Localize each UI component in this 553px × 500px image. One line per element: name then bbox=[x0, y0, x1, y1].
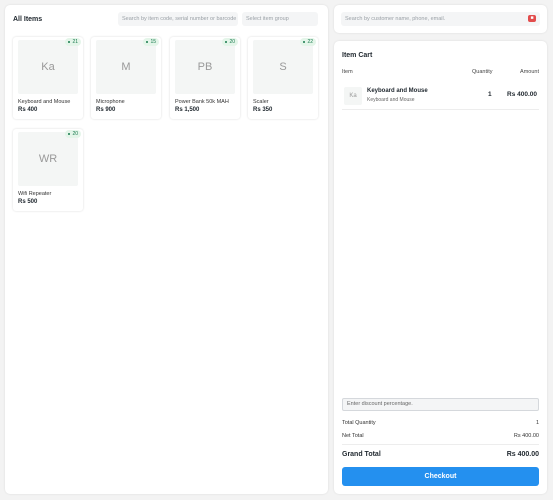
stock-qty: 21 bbox=[72, 39, 78, 45]
net-total-row: Net Total Rs 400.00 bbox=[342, 433, 539, 439]
stock-qty: 20 bbox=[72, 131, 78, 137]
item-abbr: S bbox=[279, 61, 287, 73]
item-abbr: WR bbox=[38, 153, 58, 165]
item-name: Wifi Repeater bbox=[18, 191, 52, 197]
cart-item-amount: Rs 400.00 bbox=[507, 91, 537, 98]
dot-icon bbox=[68, 132, 71, 135]
cart-item-quantity: 1 bbox=[488, 91, 492, 98]
cart-col-quantity: Quantity bbox=[472, 69, 493, 75]
item-price: Rs 500 bbox=[18, 199, 38, 205]
cart-col-item: Item bbox=[342, 69, 353, 75]
cart-col-amount: Amount bbox=[520, 69, 539, 75]
item-image-placeholder: S bbox=[253, 40, 313, 94]
item-card[interactable]: M 15 Microphone Rs 900 bbox=[91, 37, 161, 119]
item-name: Scaler bbox=[253, 99, 269, 105]
item-abbr: Ka bbox=[41, 61, 55, 73]
item-image-placeholder: Ka bbox=[18, 40, 78, 94]
add-customer-icon[interactable]: ■ bbox=[528, 15, 536, 22]
stock-badge: 21 bbox=[65, 38, 81, 46]
cart-item-image: Ka bbox=[344, 87, 362, 105]
customer-search-panel: Search by customer name, phone, email. ■ bbox=[334, 5, 547, 33]
total-quantity-value: 1 bbox=[535, 420, 539, 426]
item-abbr: M bbox=[121, 61, 131, 73]
cart-title: Item Cart bbox=[342, 52, 373, 59]
item-price: Rs 900 bbox=[96, 107, 116, 113]
item-group-select[interactable]: Select item group bbox=[242, 12, 318, 26]
customer-search-placeholder: Search by customer name, phone, email. bbox=[345, 16, 446, 22]
item-card[interactable]: S 22 Scaler Rs 350 bbox=[248, 37, 318, 119]
cart-item-description: Keyboard and Mouse bbox=[367, 97, 415, 103]
item-card[interactable]: Ka 21 Keyboard and Mouse Rs 400 bbox=[13, 37, 83, 119]
cart-item-abbr: Ka bbox=[349, 93, 357, 99]
grand-total-label: Grand Total bbox=[342, 451, 381, 458]
item-cart-panel: Item Cart Item Quantity Amount Ka Keyboa… bbox=[334, 41, 547, 494]
item-price: Rs 400 bbox=[18, 107, 38, 113]
dot-icon bbox=[146, 40, 149, 43]
dot-icon bbox=[303, 40, 306, 43]
item-price: Rs 1,500 bbox=[175, 107, 200, 113]
stock-badge: 22 bbox=[300, 38, 316, 46]
items-title: All Items bbox=[13, 16, 43, 23]
cart-row[interactable]: Ka Keyboard and Mouse Keyboard and Mouse… bbox=[342, 82, 539, 110]
total-quantity-label: Total Quantity bbox=[342, 420, 376, 426]
net-total-value: Rs 400.00 bbox=[513, 433, 539, 439]
discount-input[interactable]: Enter discount percentage. bbox=[342, 398, 539, 411]
item-name: Power Bank 50k MAH bbox=[175, 99, 229, 105]
total-quantity-row: Total Quantity 1 bbox=[342, 420, 539, 426]
stock-badge: 15 bbox=[143, 38, 159, 46]
checkout-button[interactable]: Checkout bbox=[342, 467, 539, 486]
stock-qty: 20 bbox=[229, 39, 235, 45]
stock-badge: 20 bbox=[65, 130, 81, 138]
dot-icon bbox=[68, 40, 71, 43]
item-name: Keyboard and Mouse bbox=[18, 99, 71, 105]
customer-search-input[interactable]: Search by customer name, phone, email. ■ bbox=[341, 12, 540, 26]
item-abbr: PB bbox=[197, 61, 213, 73]
item-image-placeholder: WR bbox=[18, 132, 78, 186]
stock-qty: 22 bbox=[307, 39, 313, 45]
cart-item-name: Keyboard and Mouse bbox=[367, 88, 428, 94]
item-name: Microphone bbox=[96, 99, 125, 105]
items-panel: All Items Search by item code, serial nu… bbox=[5, 5, 328, 494]
grand-total-row: Grand Total Rs 400.00 bbox=[342, 451, 539, 458]
item-search-input[interactable]: Search by item code, serial number or ba… bbox=[118, 12, 238, 26]
dot-icon bbox=[225, 40, 228, 43]
item-card[interactable]: PB 20 Power Bank 50k MAH Rs 1,500 bbox=[170, 37, 240, 119]
item-price: Rs 350 bbox=[253, 107, 273, 113]
stock-badge: 20 bbox=[222, 38, 238, 46]
item-image-placeholder: PB bbox=[175, 40, 235, 94]
divider bbox=[342, 444, 539, 445]
net-total-label: Net Total bbox=[342, 433, 364, 439]
stock-qty: 15 bbox=[150, 39, 156, 45]
item-card[interactable]: WR 20 Wifi Repeater Rs 500 bbox=[13, 129, 83, 211]
item-image-placeholder: M bbox=[96, 40, 156, 94]
grand-total-value: Rs 400.00 bbox=[506, 451, 539, 458]
